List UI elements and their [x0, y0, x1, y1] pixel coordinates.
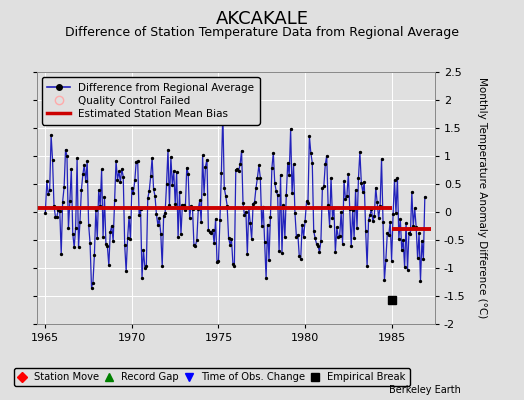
Y-axis label: Monthly Temperature Anomaly Difference (°C): Monthly Temperature Anomaly Difference (…	[477, 77, 487, 319]
Text: Difference of Station Temperature Data from Regional Average: Difference of Station Temperature Data f…	[65, 26, 459, 39]
Legend: Station Move, Record Gap, Time of Obs. Change, Empirical Break: Station Move, Record Gap, Time of Obs. C…	[14, 368, 410, 386]
Text: Berkeley Earth: Berkeley Earth	[389, 385, 461, 395]
Text: AKCAKALE: AKCAKALE	[215, 10, 309, 28]
